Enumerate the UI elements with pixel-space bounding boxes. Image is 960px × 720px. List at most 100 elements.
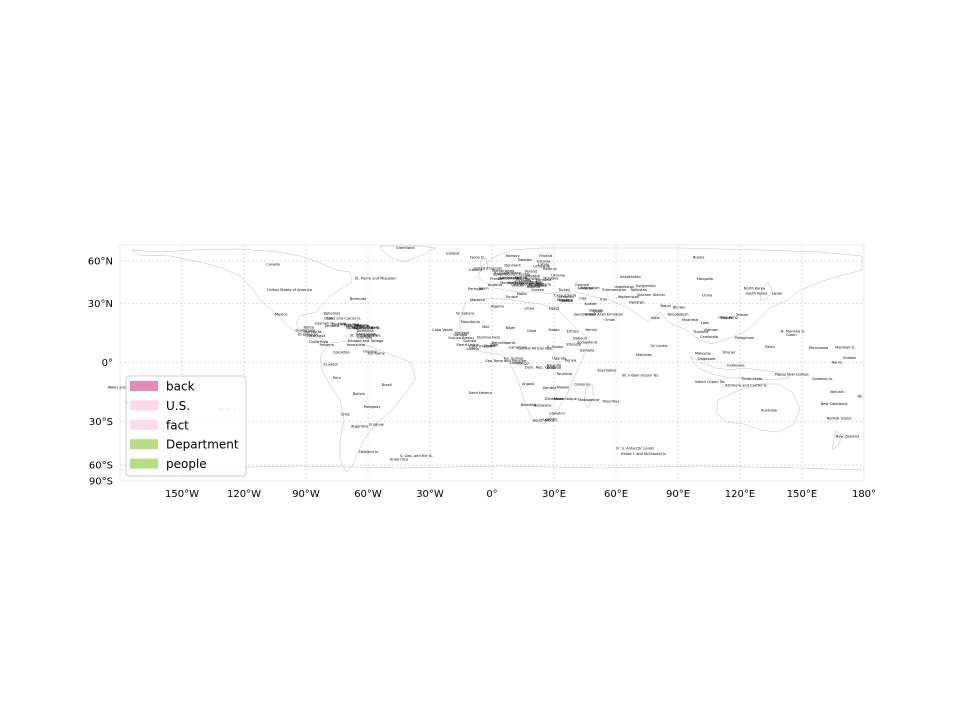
country-label: Iceland — [446, 252, 459, 256]
country-label: Indonesia — [727, 363, 744, 367]
country-label: Norway — [506, 254, 521, 258]
country-label: Somalia — [580, 349, 594, 353]
country-label: Chile — [341, 413, 351, 417]
country-label: Sierra Leone — [456, 343, 479, 347]
country-label: Belgium — [494, 271, 509, 275]
country-label: Kosovo — [529, 283, 542, 287]
x-tick-labels: 150°W 120°W 90°W 60°W 30°W 0° 30°E 60°E 90°E 120°… — [165, 489, 876, 500]
country-label: Ethiopia — [566, 343, 581, 347]
country-label: Timor-Leste — [740, 377, 763, 381]
country-label: Latvia — [538, 262, 549, 266]
country-label: Faroe Is. — [470, 255, 485, 259]
y-tick-label: 0° — [102, 358, 113, 369]
country-label: Zambia — [543, 386, 557, 390]
country-label: Côte d'Ivoire — [469, 345, 493, 349]
africa-outline — [459, 297, 591, 425]
country-labels: Greenland Iceland Faroe Is. Norway Finland Sw… — [108, 246, 863, 462]
country-label: Trinidad and Tobago — [346, 339, 383, 343]
country-label: Sri Lanka — [650, 344, 667, 348]
country-label: Azerbaijan — [581, 286, 600, 290]
country-label: Guinea — [463, 339, 476, 343]
country-label: Cayman Is. — [315, 322, 335, 326]
country-label: Hong Kong — [718, 315, 738, 319]
country-label: Angola — [522, 382, 534, 386]
country-label: Fiji — [857, 395, 862, 399]
country-label: Montenegro — [521, 282, 543, 286]
country-label: Indian Ocean Ter. — [695, 380, 726, 384]
country-label: United Kingdom — [473, 267, 502, 271]
country-label: Germany — [504, 271, 521, 275]
country-label: Bolivia — [353, 392, 365, 396]
country-label: Yemen — [585, 328, 597, 332]
country-label: Canada — [266, 262, 280, 266]
country-label: Marshall Is. — [835, 346, 855, 350]
country-label: Madagascar — [578, 398, 600, 402]
country-label: Tajikistan — [629, 288, 647, 292]
country-label: Nepal — [660, 304, 670, 308]
country-label: Armenia — [577, 286, 592, 290]
country-label: Norfolk Island — [827, 417, 852, 421]
country-label: Bahrain — [589, 308, 603, 312]
country-label: Sweden — [518, 258, 532, 262]
new-zealand-outline — [831, 429, 843, 451]
country-label: Zimbabwe — [545, 397, 565, 401]
country-label: Lebanon — [558, 295, 573, 299]
country-label: India — [651, 316, 660, 320]
country-label: Monaco — [500, 281, 514, 285]
country-label: Mexico — [275, 312, 288, 316]
x-tick-label: 30°E — [542, 489, 566, 500]
country-label: Montserrat — [354, 327, 374, 331]
country-label: S. Sudan — [547, 345, 563, 349]
country-label: Gambia — [453, 333, 467, 337]
country-label: Morocco — [470, 298, 485, 302]
country-label: Haiti — [338, 322, 346, 326]
country-label: North Korea — [744, 286, 765, 290]
country-label: Liberia — [466, 347, 478, 351]
country-label: Saint Lucia — [356, 332, 376, 336]
country-label: Ecuador — [323, 362, 338, 366]
country-label: Turks and Caicos Is. — [325, 317, 361, 321]
country-label: Siachen Glacier — [637, 293, 666, 297]
country-label: Macao — [721, 316, 733, 320]
country-label: Central African Rep. — [517, 347, 553, 351]
legend-swatch — [130, 439, 158, 450]
country-label: Cabo Verde — [432, 328, 453, 332]
country-label: Turkmenistan — [601, 288, 626, 292]
y-tick-label: 30°S — [89, 417, 113, 428]
x-tick-label: 180° — [852, 489, 876, 500]
country-label: Argentina — [351, 424, 369, 428]
country-label: Egypt — [549, 306, 560, 310]
country-label: Mongolia — [697, 277, 713, 281]
country-label: Lesotho — [543, 418, 557, 422]
country-label: Paraguay — [364, 405, 382, 409]
country-label: Bhutan — [673, 305, 686, 309]
country-label: Kiribati — [843, 356, 856, 360]
country-label: Ireland — [469, 268, 481, 272]
country-label: Venezuela — [346, 343, 364, 347]
country-label: Andorra — [488, 283, 502, 287]
country-label: Romania — [536, 278, 552, 282]
country-label: Solomon Is. — [812, 377, 833, 381]
country-label: Panama — [319, 343, 333, 347]
country-label: Afghanistan — [618, 295, 639, 299]
country-label: South Africa — [533, 419, 555, 423]
country-label: Singapore — [697, 357, 716, 361]
country-label: Pakistan — [629, 301, 644, 305]
country-label: Macedonia — [527, 284, 546, 288]
country-label: Burundi — [547, 366, 561, 370]
country-label: Greece — [531, 288, 545, 292]
country-label: Moldova — [543, 276, 558, 280]
indonesia-outline — [689, 355, 791, 381]
country-label: Austria — [515, 276, 528, 280]
country-label: Estonia — [537, 260, 550, 264]
country-label: Philippines — [734, 336, 753, 340]
country-label: Nauru — [831, 360, 842, 364]
country-label: Finland — [539, 254, 552, 258]
country-label: Senegal — [455, 331, 469, 335]
country-label: Grenada — [357, 336, 372, 340]
country-label: Georgia — [575, 283, 589, 287]
country-label: Hungary — [525, 276, 541, 280]
country-label: Malawi — [557, 386, 569, 390]
country-label: Australia — [761, 409, 777, 413]
